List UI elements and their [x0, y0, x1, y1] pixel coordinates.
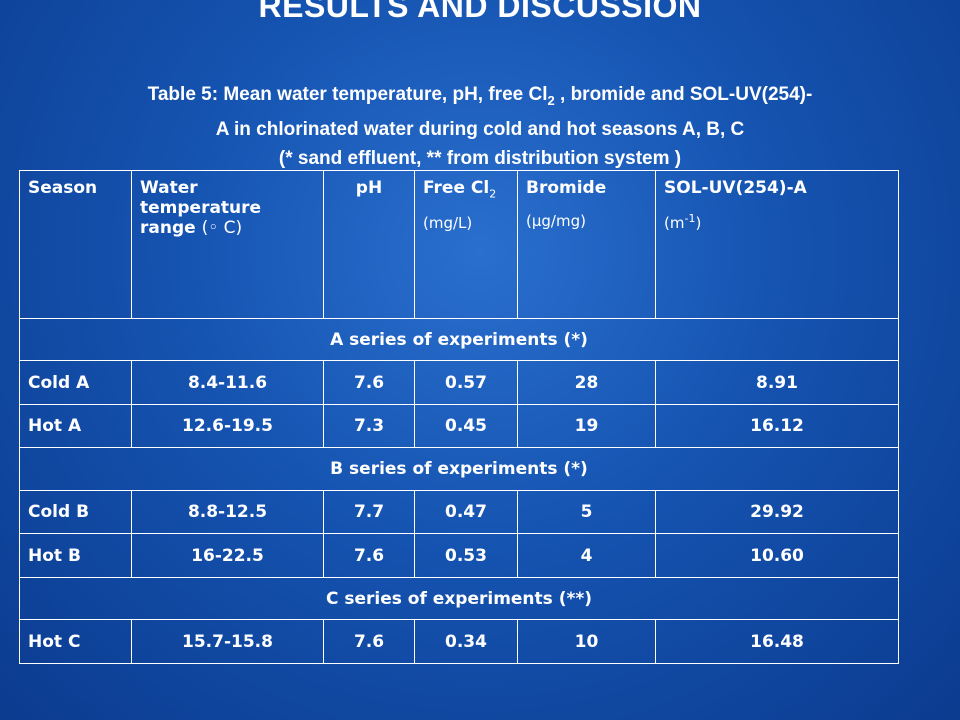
cell-temp: 16-22.5 — [131, 533, 324, 578]
cell-sol-uv: 29.92 — [655, 489, 899, 535]
cell-sol-uv: 8.91 — [655, 360, 899, 405]
section-label: A series of experiments (*) — [19, 317, 899, 362]
section-row-a: A series of experiments (*) — [19, 317, 899, 362]
header-free-cl-sub: 2 — [489, 187, 497, 201]
cell-bromide: 10 — [517, 619, 656, 664]
caption-line-1-text: Table 5: Mean water temperature, pH, fre… — [147, 84, 548, 105]
cell-sol-uv: 10.60 — [655, 533, 899, 578]
header-bromide: Bromide (μg/mg) — [517, 170, 656, 319]
cell-bromide: 28 — [517, 360, 656, 405]
caption-line-1-rest: , bromide and SOL-UV(254)- — [554, 84, 813, 105]
header-sol-uv-unit-close: ) — [695, 214, 702, 232]
caption-line-1: Table 5: Mean water temperature, pH, fre… — [0, 80, 960, 115]
header-season: Season — [19, 170, 132, 319]
table-row: Cold B 8.8-12.5 7.7 0.47 5 29.92 — [19, 489, 899, 535]
results-table: Season Water temperature range (◦ C) pH … — [19, 170, 899, 664]
header-free-cl: Free Cl2 (mg/L) — [414, 170, 518, 319]
table-row: Hot A 12.6-19.5 7.3 0.45 19 16.12 — [19, 403, 899, 449]
table-caption: Table 5: Mean water temperature, pH, fre… — [0, 80, 960, 173]
header-sol-uv-label: SOL-UV(254)-A — [664, 178, 807, 198]
cell-bromide: 4 — [517, 533, 656, 578]
cell-season: Hot C — [19, 619, 132, 664]
table-row: Cold A 8.4-11.6 7.6 0.57 28 8.91 — [19, 360, 899, 405]
cell-ph: 7.7 — [323, 489, 415, 535]
header-sol-uv-unit-sup: -1 — [684, 212, 696, 225]
cell-free-cl: 0.53 — [414, 533, 518, 578]
header-sol-uv-unit: (m-1) — [664, 212, 890, 232]
cell-ph: 7.6 — [323, 360, 415, 405]
header-sol-uv-unit-base: (m — [664, 214, 685, 232]
table-row: Hot B 16-22.5 7.6 0.53 4 10.60 — [19, 533, 899, 578]
cell-temp: 15.7-15.8 — [131, 619, 324, 664]
cell-free-cl: 0.57 — [414, 360, 518, 405]
header-bromide-label: Bromide — [526, 178, 607, 198]
cell-ph: 7.6 — [323, 533, 415, 578]
header-water-temp-label: Water temperature range — [140, 178, 262, 238]
cell-temp: 12.6-19.5 — [131, 403, 324, 449]
cell-sol-uv: 16.12 — [655, 403, 899, 449]
cell-ph: 7.3 — [323, 403, 415, 449]
cell-free-cl: 0.34 — [414, 619, 518, 664]
header-sol-uv: SOL-UV(254)-A (m-1) — [655, 170, 899, 319]
header-water-temperature: Water temperature range (◦ C) — [131, 170, 324, 319]
cell-season: Cold B — [19, 489, 132, 535]
section-label: B series of experiments (*) — [19, 447, 899, 491]
cell-bromide: 19 — [517, 403, 656, 449]
caption-subscript: 2 — [547, 92, 555, 108]
header-ph: pH — [323, 170, 415, 319]
section-row-c: C series of experiments (**) — [19, 576, 899, 621]
caption-line-2: A in chlorinated water during cold and h… — [215, 118, 745, 140]
cell-bromide: 5 — [517, 489, 656, 535]
table-header-row: Season Water temperature range (◦ C) pH … — [19, 170, 899, 319]
cell-ph: 7.6 — [323, 619, 415, 664]
header-water-temp-unit: (◦ C) — [201, 218, 243, 238]
cell-temp: 8.4-11.6 — [131, 360, 324, 405]
slide-title: RESULTS AND DISCUSSION — [258, 0, 702, 24]
table-row: Hot C 15.7-15.8 7.6 0.34 10 16.48 — [19, 619, 899, 664]
caption-line-3: (* sand effluent, ** from distribution s… — [278, 147, 682, 169]
cell-temp: 8.8-12.5 — [131, 489, 324, 535]
section-row-b: B series of experiments (*) — [19, 447, 899, 491]
cell-season: Cold A — [19, 360, 132, 405]
header-free-cl-label: Free Cl — [423, 178, 490, 198]
header-free-cl-unit: (mg/L) — [423, 214, 473, 233]
header-bromide-unit: (μg/mg) — [526, 212, 586, 230]
section-label: C series of experiments (**) — [19, 576, 899, 621]
cell-season: Hot A — [19, 403, 132, 449]
cell-season: Hot B — [19, 533, 132, 578]
cell-free-cl: 0.47 — [414, 489, 518, 535]
cell-sol-uv: 16.48 — [655, 619, 899, 664]
cell-free-cl: 0.45 — [414, 403, 518, 449]
